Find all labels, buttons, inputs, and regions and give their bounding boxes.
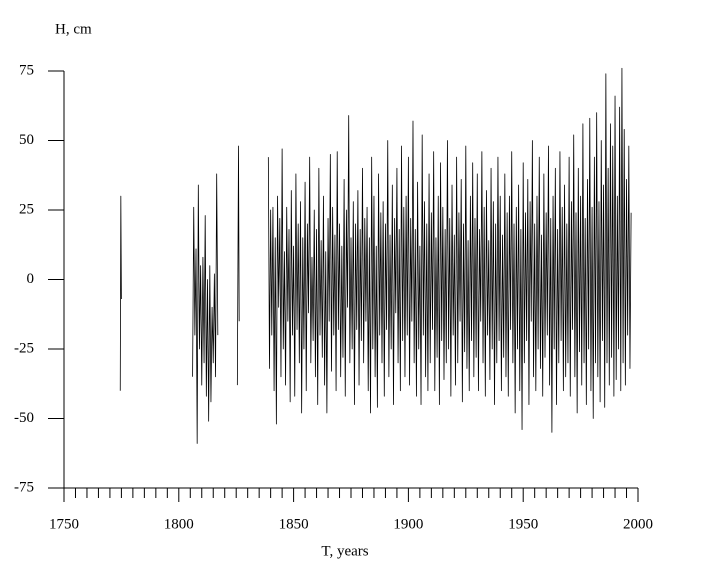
y-tick-label: -25 <box>14 340 34 356</box>
y-axis-label: H, cm <box>55 21 92 37</box>
y-tick-label: -75 <box>14 479 34 495</box>
x-tick-label: 1850 <box>279 516 309 532</box>
x-axis-label: T, years <box>321 543 368 559</box>
x-tick-label: 1950 <box>508 516 538 532</box>
y-tick-label: 50 <box>19 132 34 148</box>
x-tick-label: 1800 <box>164 516 194 532</box>
data-line <box>119 67 632 444</box>
x-tick-label: 1750 <box>49 516 79 532</box>
y-tick-label: 75 <box>19 62 34 78</box>
y-tick-label: -50 <box>14 410 34 426</box>
x-tick-label: 1900 <box>393 516 423 532</box>
y-tick-label: 0 <box>27 271 35 287</box>
x-tick-label: 2000 <box>623 516 653 532</box>
y-tick-label: 25 <box>19 201 34 217</box>
